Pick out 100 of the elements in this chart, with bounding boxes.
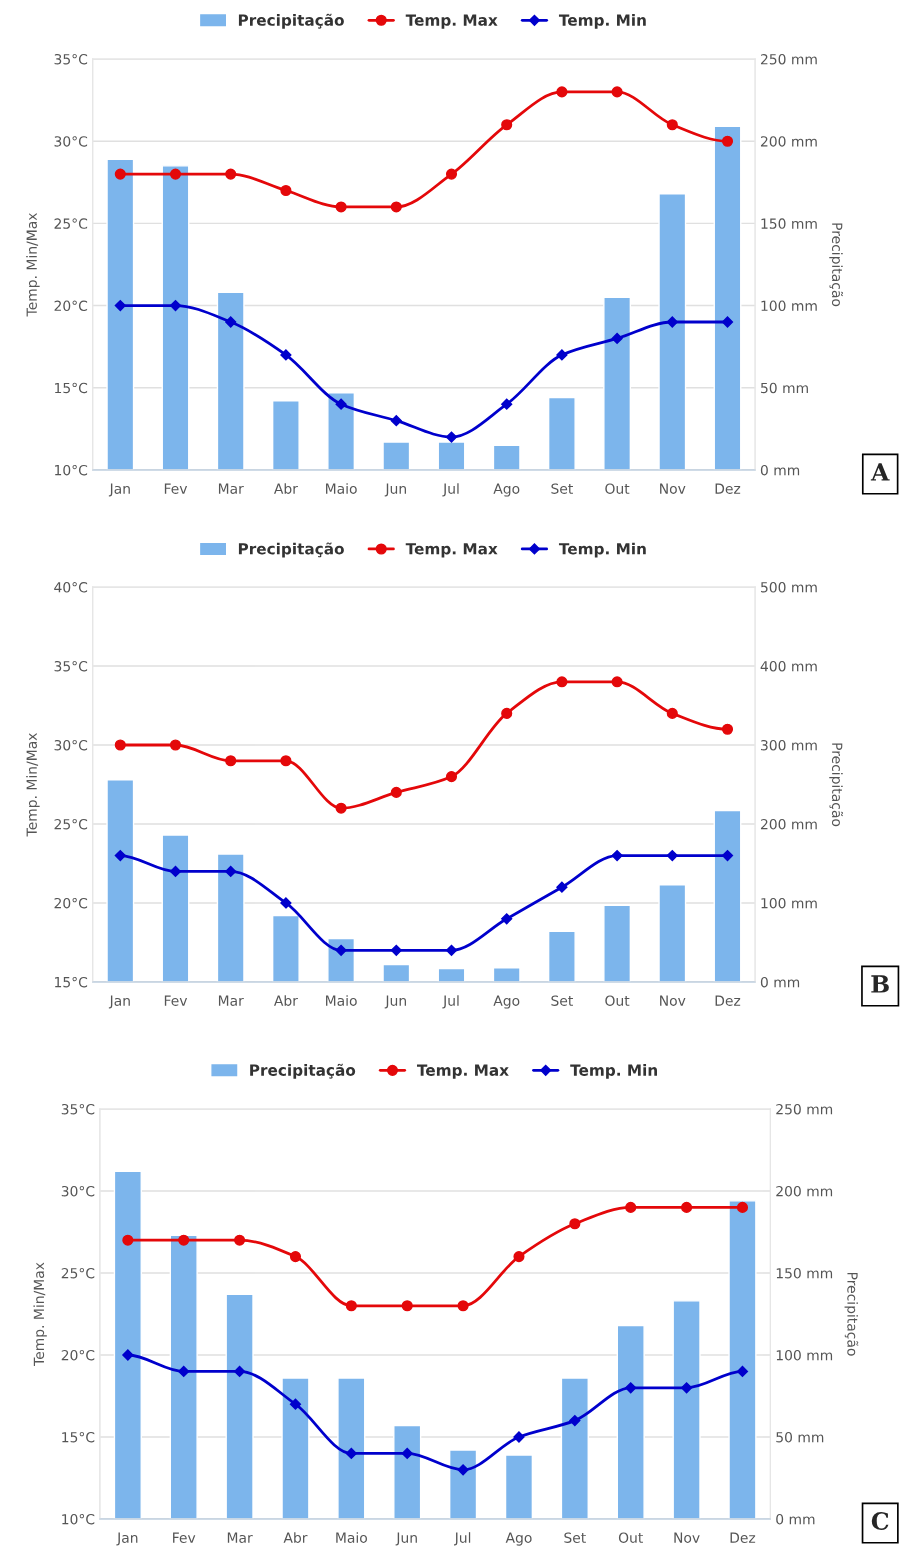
- point: [556, 676, 568, 688]
- bar: [603, 296, 632, 470]
- x-tick-label: Jun: [384, 483, 406, 497]
- point: [335, 944, 347, 956]
- bar: [216, 291, 245, 470]
- point: [681, 1201, 693, 1213]
- y-tick-label: 10°C: [55, 464, 88, 476]
- y-tick-label: 35°C: [54, 53, 88, 65]
- point: [169, 168, 182, 180]
- bar: [113, 1170, 142, 1519]
- y2-tick-label: 500 mm: [761, 582, 817, 593]
- y2-tick-label: 200 mm: [760, 818, 817, 830]
- bar: [713, 809, 742, 982]
- y-tick-label: 30°C: [54, 136, 88, 147]
- y-tick-label: 25°C: [61, 1267, 95, 1279]
- x-tick-label: Nov: [660, 995, 686, 1006]
- point: [225, 865, 237, 877]
- x-tick-label: Nov: [674, 1532, 700, 1543]
- y2-tick-label: 200 mm: [760, 136, 817, 147]
- point: [169, 299, 182, 312]
- y2-tick-label: 400 mm: [760, 660, 817, 672]
- x-tick-label: Jun: [395, 1532, 417, 1546]
- y2-tick-label: 0 mm: [760, 464, 800, 476]
- point: [225, 316, 237, 328]
- point: [721, 316, 734, 328]
- x-tick-label: Out: [618, 1532, 643, 1543]
- text: A: [870, 463, 890, 481]
- bar: [271, 400, 300, 470]
- point: [611, 332, 623, 345]
- legend-label: Temp. Min: [558, 14, 646, 29]
- point: [114, 849, 126, 862]
- bar: [603, 904, 632, 982]
- point: [556, 86, 568, 98]
- bar: [448, 1449, 478, 1519]
- point: [445, 168, 458, 180]
- point: [335, 802, 347, 814]
- y-tick-label: 20°C: [54, 300, 88, 312]
- x-tick-label: Maio: [326, 995, 357, 1006]
- point: [114, 299, 126, 312]
- y2-tick-label: 0 mm: [760, 976, 800, 988]
- x-tick-label: Jul: [442, 995, 459, 1009]
- y-tick-label: 30°C: [54, 739, 88, 751]
- x-tick-label: Set: [551, 483, 573, 494]
- bar: [169, 1234, 198, 1519]
- bar: [161, 165, 190, 470]
- x-tick-label: Fev: [164, 995, 188, 1006]
- bar: [728, 1200, 757, 1519]
- x-tick-label: Jan: [116, 1532, 138, 1546]
- point: [501, 707, 513, 719]
- x-tick-label: Mar: [227, 1532, 253, 1543]
- point: [289, 1251, 302, 1263]
- point: [401, 1447, 413, 1459]
- point: [122, 1349, 134, 1361]
- x-tick-label: Jan: [108, 995, 130, 1009]
- bar: [106, 158, 135, 470]
- legend-label: Temp. Min: [570, 1064, 657, 1079]
- point: [114, 739, 126, 751]
- bar: [382, 441, 411, 470]
- x-tick-label: Mar: [218, 483, 244, 494]
- bar: [504, 1454, 534, 1519]
- x-tick-label: Abr: [283, 1532, 308, 1543]
- point: [390, 201, 402, 213]
- point: [611, 676, 623, 688]
- y2-tick-label: 100 mm: [761, 897, 817, 909]
- legend-label: Precipitação: [250, 1063, 356, 1079]
- bar: [616, 1324, 645, 1519]
- x-tick-label: Mar: [218, 995, 244, 1006]
- point: [169, 865, 182, 877]
- point: [280, 755, 292, 767]
- y2-axis-title: Precipitação: [829, 743, 843, 827]
- point: [178, 1365, 190, 1377]
- point: [280, 184, 292, 197]
- bar: [271, 914, 300, 982]
- x-tick-label: Dez: [715, 483, 741, 494]
- legend-label: Temp. Min: [558, 542, 646, 558]
- point: [335, 398, 347, 410]
- bar: [161, 834, 190, 982]
- x-tick-label: Fev: [164, 483, 188, 494]
- x-tick-label: Ago: [493, 995, 520, 1009]
- bar: [547, 930, 576, 982]
- bar: [437, 967, 466, 982]
- bar: [547, 396, 576, 470]
- point: [233, 1365, 246, 1377]
- x-tick-label: Out: [605, 483, 630, 494]
- point: [666, 707, 678, 719]
- point: [721, 849, 734, 862]
- bar: [225, 1293, 254, 1519]
- point: [625, 1382, 637, 1394]
- point: [736, 1365, 749, 1377]
- point: [666, 316, 678, 328]
- x-tick-label: Jan: [108, 483, 130, 497]
- point: [335, 201, 347, 213]
- x-tick-label: Set: [564, 1532, 586, 1543]
- y-tick-label: 15°C: [55, 382, 88, 394]
- legend-label: Temp. Max: [405, 543, 498, 558]
- point: [445, 771, 458, 783]
- point: [501, 398, 513, 410]
- y2-tick-label: 200 mm: [776, 1185, 833, 1197]
- x-tick-label: Abr: [273, 483, 298, 494]
- y-tick-label: 20°C: [61, 1349, 95, 1361]
